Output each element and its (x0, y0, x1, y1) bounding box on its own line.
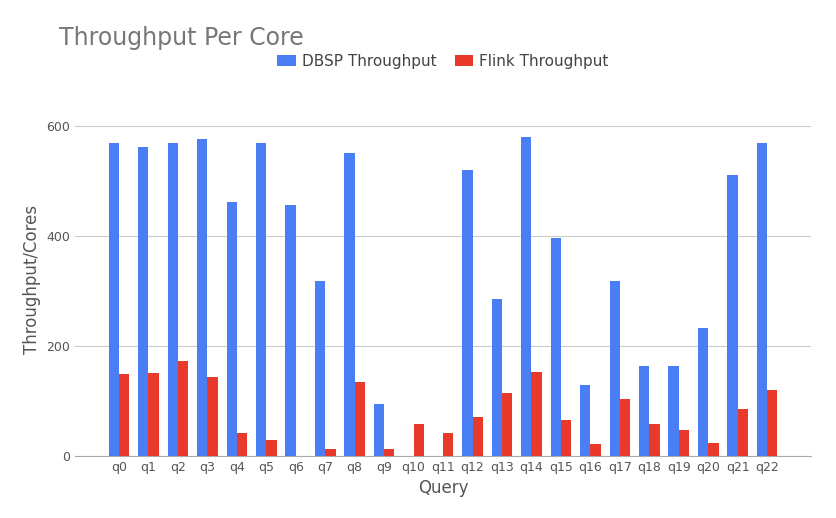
Bar (138, 147, 149, 456)
Bar (256, 143, 267, 456)
Bar (237, 433, 247, 456)
Text: Throughput Per Core: Throughput Per Core (59, 26, 303, 50)
Legend: DBSP Throughput, Flink Throughput: DBSP Throughput, Flink Throughput (272, 48, 614, 75)
Bar (532, 371, 542, 456)
Bar (619, 399, 630, 456)
Bar (590, 444, 601, 456)
Bar (737, 409, 748, 456)
Bar (285, 205, 296, 456)
Bar (669, 366, 679, 456)
Bar (609, 281, 619, 456)
Bar (443, 433, 453, 456)
Bar (698, 328, 708, 456)
Bar (639, 366, 650, 456)
Bar (374, 404, 385, 456)
Bar (757, 143, 767, 456)
Bar (551, 238, 561, 456)
Bar (325, 449, 335, 456)
Bar (109, 143, 119, 456)
Bar (178, 361, 188, 456)
Bar (197, 139, 207, 456)
Bar (354, 382, 365, 456)
Bar (521, 137, 532, 456)
Bar (414, 424, 424, 456)
Bar (227, 202, 237, 456)
Bar (708, 443, 719, 456)
Bar (344, 153, 354, 456)
Bar (580, 385, 590, 456)
Bar (679, 430, 689, 456)
Bar (462, 169, 472, 456)
X-axis label: Query: Query (418, 479, 468, 497)
Bar (119, 375, 130, 456)
Bar (472, 418, 483, 456)
Bar (149, 373, 159, 456)
Bar (492, 299, 502, 456)
Bar (727, 175, 737, 456)
Bar (767, 390, 777, 456)
Bar (207, 377, 217, 456)
Bar (315, 281, 325, 456)
Bar (502, 393, 512, 456)
Bar (167, 143, 178, 456)
Bar (267, 440, 277, 456)
Bar (385, 449, 395, 456)
Bar (650, 424, 660, 456)
Bar (561, 420, 571, 456)
Y-axis label: Throughput/Cores: Throughput/Cores (23, 205, 41, 354)
